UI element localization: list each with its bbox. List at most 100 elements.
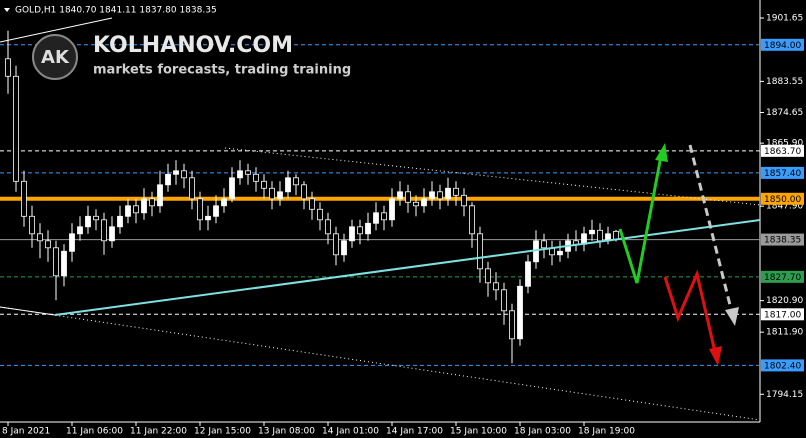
candle-body [53, 247, 59, 277]
candle-body [205, 215, 211, 221]
x-tick-label: 18 Jan 19:00 [578, 427, 635, 437]
candle-body [173, 170, 179, 175]
candle-body [413, 201, 419, 207]
level-label: 1802.40 [764, 361, 801, 371]
level-label: 1850.00 [764, 195, 801, 205]
x-tick-label: 18 Jan 03:00 [514, 427, 571, 437]
header-icon [4, 8, 10, 12]
candle-body [29, 215, 35, 235]
candle-body [493, 282, 499, 291]
candle-body [77, 226, 83, 235]
candle-body [5, 58, 11, 77]
candle-body [589, 229, 595, 235]
candle-body [133, 205, 139, 214]
candle-body [389, 198, 395, 221]
candle-body [245, 170, 251, 175]
candle-body [309, 198, 315, 210]
candle-body [277, 191, 283, 200]
candle-body [13, 75, 19, 182]
level-label-box [761, 233, 804, 246]
candle-body [101, 219, 107, 242]
candle-body [429, 191, 435, 200]
y-tick-label: 1820.90 [766, 296, 803, 306]
time-axis: 8 Jan 2021 11 Jan 06:00 11 Jan 22:00 12 Jan… [2, 422, 635, 437]
candle-body [317, 208, 323, 221]
drawings [0, 17, 761, 421]
x-tick-label: 11 Jan 22:00 [130, 427, 187, 437]
level-label-box [761, 270, 804, 283]
candle-body [469, 205, 475, 235]
candle-body [125, 205, 131, 217]
candle-body [525, 261, 531, 287]
candle-body [509, 310, 515, 340]
candle-body [261, 180, 267, 189]
candle-body [461, 194, 467, 207]
gray-arrow [688, 144, 734, 314]
candle-body [405, 191, 411, 203]
logo-circle [32, 34, 78, 80]
candle-body [157, 184, 163, 207]
candle-body [197, 198, 203, 221]
candle-body [149, 198, 155, 207]
candle-body [269, 187, 275, 200]
header: GOLD,H1 1840.70 1841.11 1837.80 1838.35 [15, 6, 217, 16]
candle-body [437, 191, 443, 200]
trendline [224, 147, 761, 206]
candle-body [453, 187, 459, 196]
level-label: 1894.00 [764, 41, 801, 51]
logo: AK KOLHANOV.COM markets forecasts, tradi… [32, 33, 351, 80]
logo-subtitle: markets forecasts, trading training [93, 63, 351, 78]
level-label: 1863.70 [764, 147, 801, 157]
candle-body [237, 170, 243, 179]
candle-body [69, 233, 75, 252]
candle-body [117, 215, 123, 228]
y-tick-label: 1874.65 [766, 108, 803, 118]
trendline [0, 306, 761, 421]
candle-body [293, 177, 299, 186]
trendline [0, 17, 113, 43]
x-tick-label: 11 Jan 06:00 [66, 427, 123, 437]
trendline [0, 306, 56, 316]
gray-arrow-head [725, 307, 739, 326]
forecast [54, 143, 761, 366]
candle-body [301, 184, 307, 200]
candle-body [221, 198, 227, 207]
candle-body [213, 205, 219, 217]
y-tick-label: 1901.65 [766, 14, 803, 24]
candle-body [229, 177, 235, 200]
y-tick-label: 1794.15 [766, 390, 803, 400]
x-tick-label: 15 Jan 10:00 [450, 427, 507, 437]
candle-body [517, 285, 523, 340]
candle-body [189, 177, 195, 200]
level-label: 1857.40 [764, 169, 801, 179]
candle-body [21, 180, 27, 217]
candle-body [341, 240, 347, 256]
candle-body [501, 289, 507, 312]
price-axis: 1901.65 1883.55 1874.65 1865.90 1847.90 1820.… [760, 14, 804, 400]
candle-body [597, 229, 603, 242]
candle-body [445, 187, 451, 200]
candle-body [165, 173, 171, 186]
candle-body [253, 173, 259, 182]
x-tick-label: 8 Jan 2021 [2, 427, 50, 437]
x-tick-label: 12 Jan 15:00 [194, 427, 251, 437]
level-label: 1827.70 [764, 273, 801, 283]
candle-body [37, 233, 43, 242]
green-arrow [618, 155, 663, 284]
candle-body [421, 198, 427, 207]
x-tick-label: 13 Jan 08:00 [258, 427, 315, 437]
candle-body [285, 177, 291, 193]
candles [5, 30, 619, 364]
x-tick-label: 14 Jan 17:00 [386, 427, 443, 437]
y-tick-label: 1811.90 [766, 328, 803, 338]
candle-body [357, 226, 363, 235]
candle-body [485, 268, 491, 284]
level-label-box [761, 144, 804, 157]
candle-body [397, 191, 403, 200]
red-arrow [663, 269, 717, 353]
candle-body [557, 250, 563, 256]
candle-body [477, 233, 483, 270]
level-label-box [761, 192, 804, 205]
logo-title: KOLHANOV.COM [93, 33, 293, 58]
